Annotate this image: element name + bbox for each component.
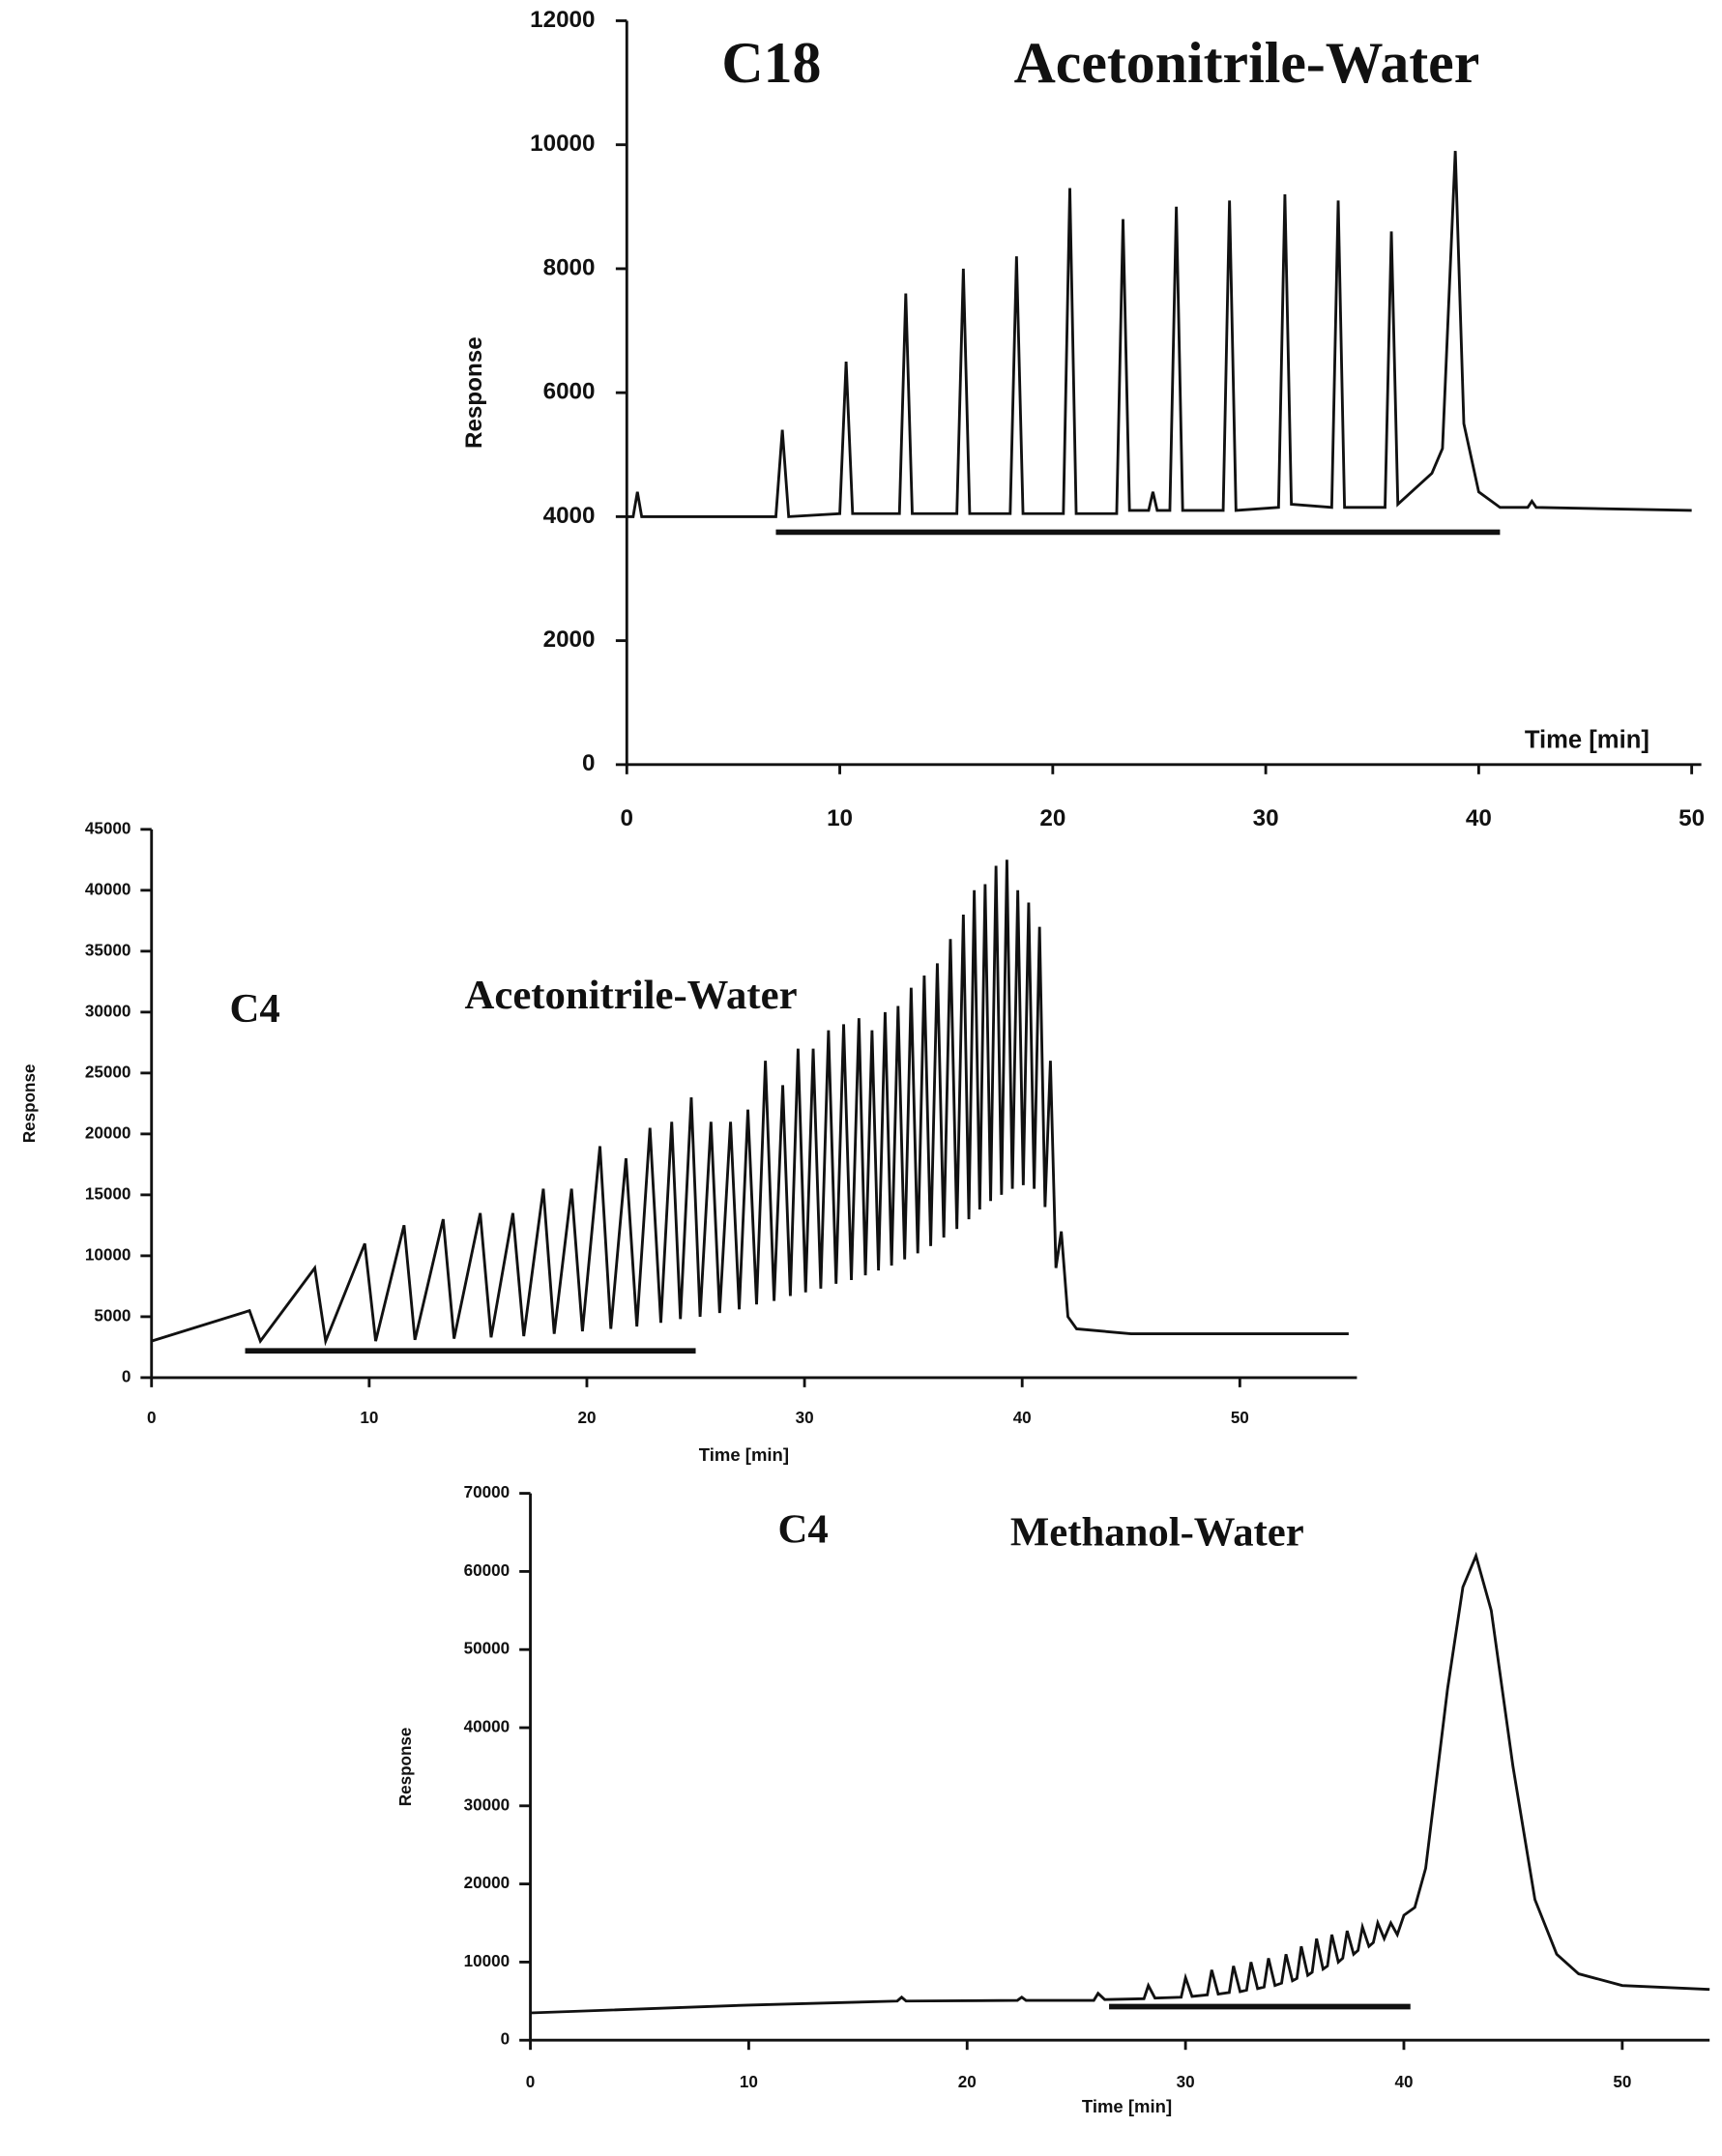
x-axis-label: Time [min] xyxy=(1082,2096,1172,2116)
chart-subtitle: Methanol-Water xyxy=(1010,1510,1304,1556)
trace xyxy=(530,1551,1710,2015)
chart-title: C4 xyxy=(229,986,279,1032)
y-tick-label: 20000 xyxy=(85,1123,131,1142)
y-tick-label: 5000 xyxy=(94,1306,131,1325)
trace xyxy=(151,859,1349,1347)
y-tick-label: 20000 xyxy=(464,1874,511,1892)
x-tick-label: 10 xyxy=(740,2073,758,2091)
y-tick-label: 6000 xyxy=(543,379,596,405)
chart-title: C4 xyxy=(778,1507,829,1553)
y-tick-label: 10000 xyxy=(85,1245,131,1264)
x-axis-label: Time [min] xyxy=(699,1444,789,1465)
x-tick-label: 40 xyxy=(1466,805,1492,831)
x-tick-label: 30 xyxy=(1177,2073,1195,2091)
y-tick-label: 10000 xyxy=(530,131,595,157)
x-tick-label: 0 xyxy=(621,805,633,831)
x-tick-label: 50 xyxy=(1678,805,1705,831)
x-tick-label: 40 xyxy=(1394,2073,1413,2091)
x-tick-label: 20 xyxy=(1039,805,1065,831)
x-tick-label: 30 xyxy=(796,1409,814,1427)
x-tick-label: 30 xyxy=(1253,805,1279,831)
x-tick-label: 0 xyxy=(526,2073,536,2091)
y-tick-label: 2000 xyxy=(543,626,596,653)
y-axis-label: Response xyxy=(396,1728,415,1807)
y-tick-label: 0 xyxy=(122,1367,131,1385)
y-tick-label: 4000 xyxy=(543,503,596,529)
x-axis-label: Time [min] xyxy=(1525,726,1649,753)
y-tick-label: 15000 xyxy=(85,1184,131,1203)
x-tick-label: 20 xyxy=(958,2073,977,2091)
x-tick-label: 10 xyxy=(360,1409,378,1427)
y-axis-label: Response xyxy=(20,1064,39,1144)
y-tick-label: 12000 xyxy=(530,7,595,33)
y-tick-label: 10000 xyxy=(464,1952,511,1970)
y-tick-label: 0 xyxy=(501,2030,511,2049)
y-tick-label: 0 xyxy=(582,750,595,776)
y-tick-label: 35000 xyxy=(85,941,131,959)
y-tick-label: 25000 xyxy=(85,1063,131,1081)
y-axis-label: Response xyxy=(461,336,487,449)
x-tick-label: 20 xyxy=(577,1409,596,1427)
y-tick-label: 50000 xyxy=(464,1640,511,1658)
y-tick-label: 30000 xyxy=(85,1002,131,1020)
chart-subtitle: Acetonitrile-Water xyxy=(1014,31,1480,95)
x-tick-label: 10 xyxy=(827,805,853,831)
y-tick-label: 45000 xyxy=(85,819,131,837)
y-tick-label: 60000 xyxy=(464,1561,511,1580)
y-tick-label: 70000 xyxy=(464,1483,511,1501)
trace xyxy=(627,151,1692,518)
chart-subtitle: Acetonitrile-Water xyxy=(465,973,798,1018)
x-tick-label: 50 xyxy=(1613,2073,1631,2091)
x-tick-label: 40 xyxy=(1013,1409,1032,1427)
y-tick-label: 8000 xyxy=(543,254,596,280)
x-tick-label: 0 xyxy=(147,1409,157,1427)
x-tick-label: 50 xyxy=(1231,1409,1249,1427)
y-tick-label: 30000 xyxy=(464,1795,511,1814)
chart-title: C18 xyxy=(721,31,821,95)
y-tick-label: 40000 xyxy=(464,1718,511,1736)
y-tick-label: 40000 xyxy=(85,880,131,898)
